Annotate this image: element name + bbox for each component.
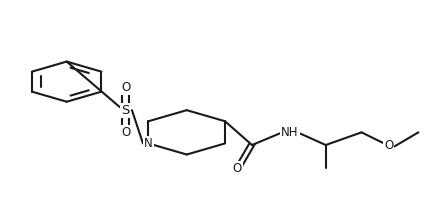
- Text: O: O: [384, 138, 393, 152]
- Text: O: O: [121, 126, 130, 139]
- Text: N: N: [144, 137, 153, 150]
- Text: NH: NH: [281, 126, 298, 139]
- Text: O: O: [233, 162, 242, 175]
- Text: O: O: [121, 82, 130, 95]
- Text: S: S: [121, 104, 130, 117]
